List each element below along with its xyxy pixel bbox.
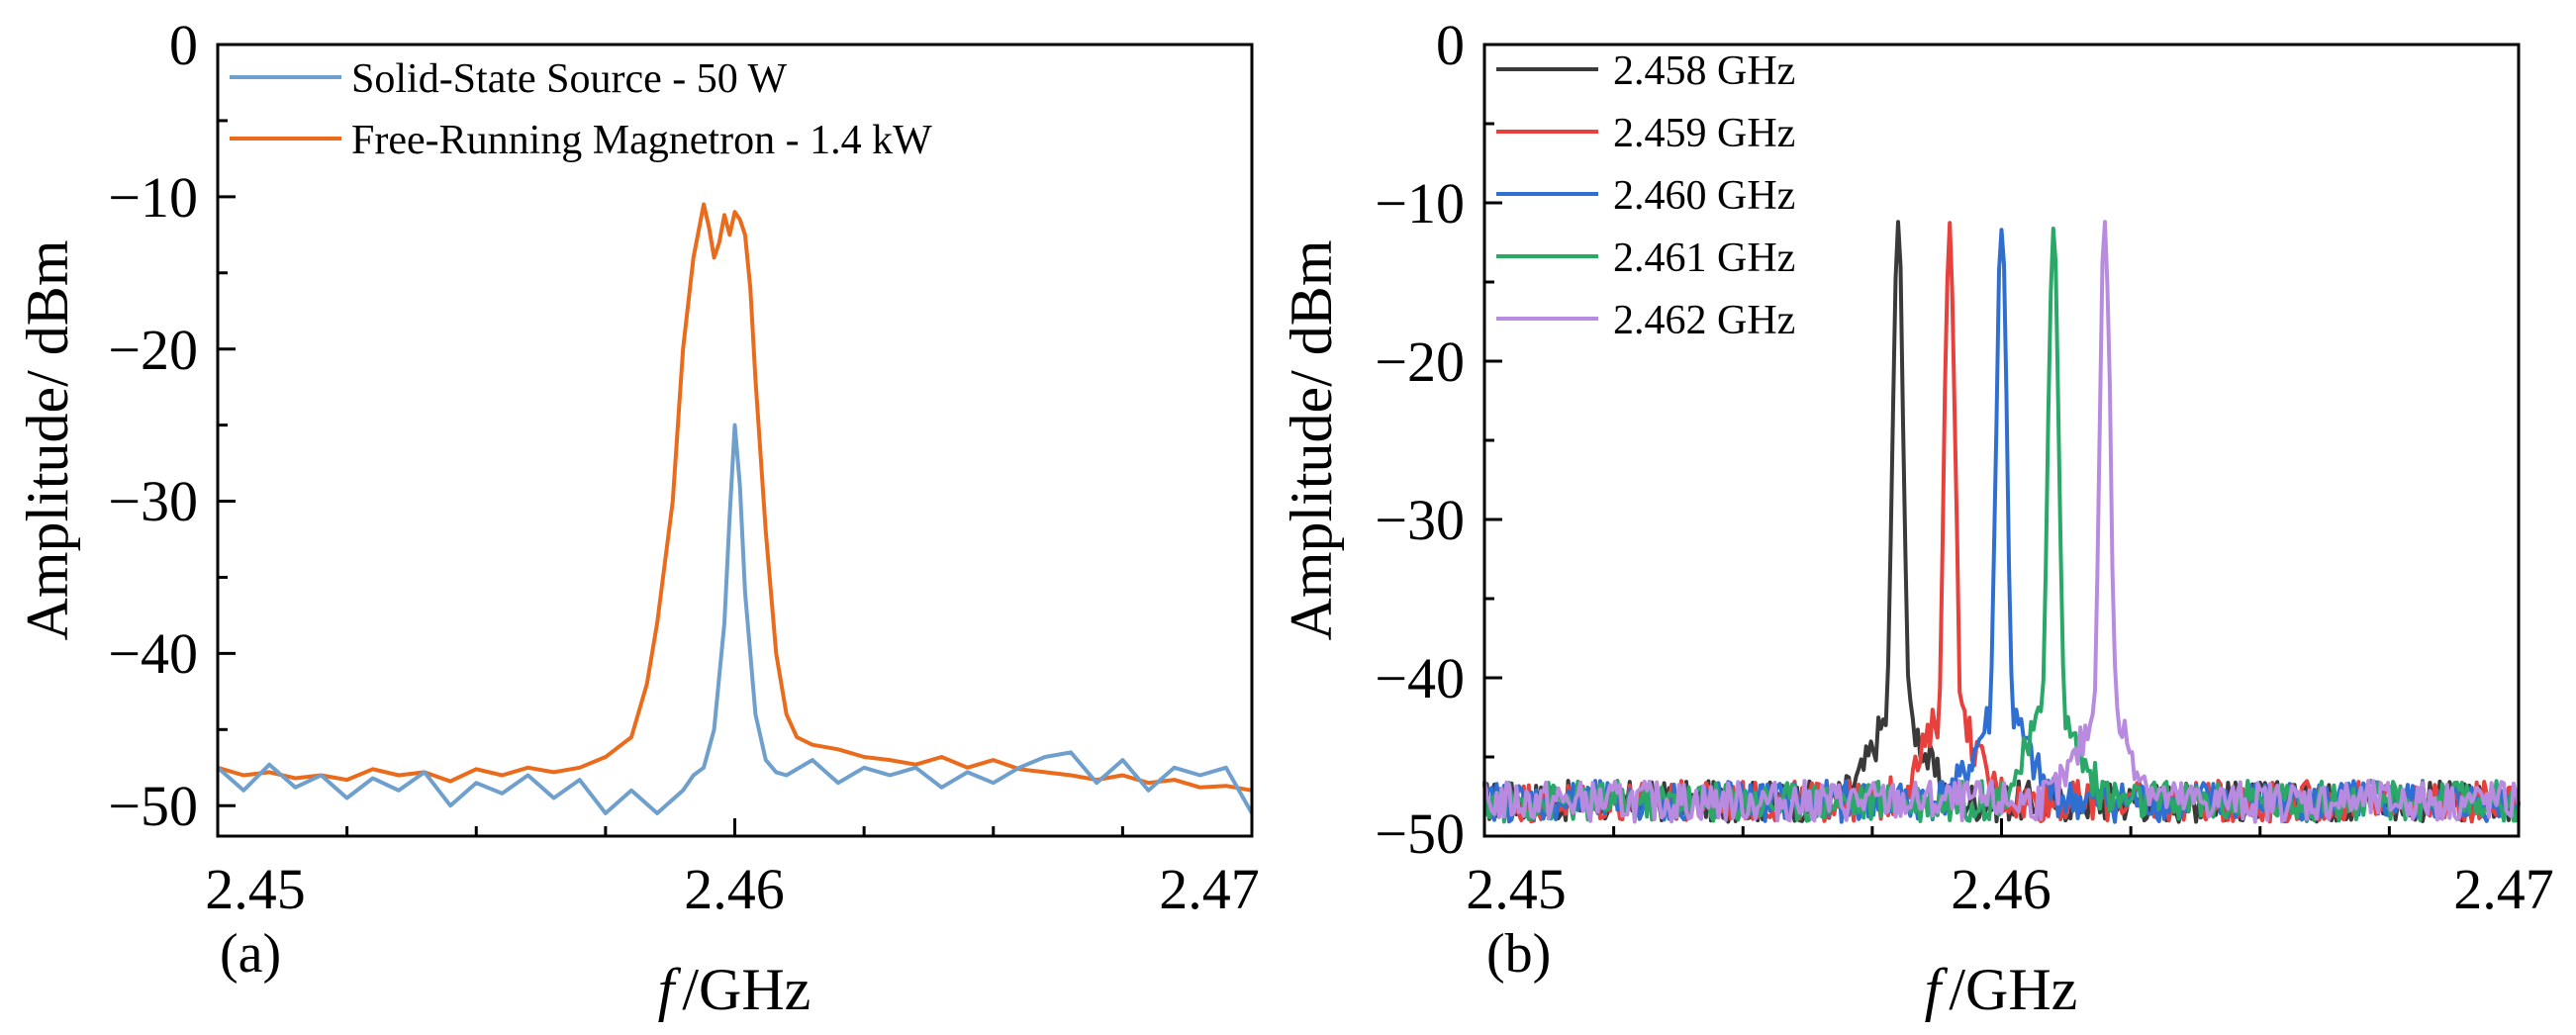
- panel-b-xtick-0: 2.45: [1466, 857, 1567, 921]
- panel-b-x-tick-labels: 2.45 2.46 2.47: [1466, 857, 2554, 921]
- panel-b-xtick-2: 2.47: [2453, 857, 2554, 921]
- panel-a-x-axis-unit: /GHz: [682, 957, 811, 1022]
- panel-a-xtick-1: 2.46: [684, 857, 785, 921]
- panel-a-label: (a): [220, 923, 281, 985]
- panel-b-series-line-4: [1482, 220, 2521, 824]
- panel-a-xtick-0: 2.45: [205, 857, 306, 921]
- panel-b: 0 −10 −20 −30 −40 −50 2.45 2.46 2.47 Amp…: [1279, 13, 2554, 1022]
- panel-b-legend-label-4: 2.462 GHz: [1613, 298, 1795, 343]
- panel-a-x-axis-symbol: f: [658, 957, 682, 1022]
- panel-b-legend-label-0: 2.458 GHz: [1613, 48, 1795, 94]
- panel-b-ytick-0: 0: [1436, 13, 1465, 77]
- panel-a-ytick-2: −20: [108, 318, 198, 382]
- panel-b-ytick-1: −10: [1375, 171, 1465, 235]
- panel-a-x-tick-labels: 2.45 2.46 2.47: [205, 857, 1260, 921]
- panel-b-ticks: [1482, 43, 2521, 838]
- panel-b-ytick-4: −40: [1375, 646, 1465, 710]
- panel-b-y-axis-title: Amplitude/ dBm: [1279, 240, 1344, 641]
- panel-a-legend: Solid-State Source - 50 W Free-Running M…: [230, 56, 932, 163]
- panel-a-ytick-0: 0: [169, 13, 198, 77]
- panel-a-y-tick-labels: 0 −10 −20 −30 −40 −50: [108, 13, 198, 838]
- panel-a-xtick-2: 2.47: [1159, 857, 1260, 921]
- panel-b-legend: 2.458 GHz 2.459 GHz 2.460 GHz 2.461 GHz …: [1496, 48, 1795, 343]
- panel-b-legend-label-2: 2.460 GHz: [1613, 173, 1795, 219]
- panel-a-x-axis-title: f/GHz: [658, 957, 811, 1022]
- panel-a-series-line-1: [217, 202, 1253, 793]
- panel-a-ticks: [216, 43, 1254, 836]
- panel-a-ytick-5: −50: [108, 774, 198, 838]
- panel-a-legend-label-1: Free-Running Magnetron - 1.4 kW: [351, 118, 932, 163]
- panel-a-ytick-3: −30: [108, 469, 198, 533]
- panel-b-x-axis-title: f/GHz: [1925, 957, 2078, 1022]
- panel-b-legend-label-3: 2.461 GHz: [1613, 235, 1795, 281]
- panel-b-xtick-1: 2.46: [1951, 857, 2051, 921]
- panel-a: 0 −10 −20 −30 −40 −50 2.45 2.46 2.47 Amp…: [15, 13, 1260, 1022]
- panel-b-plot-frame: [1482, 43, 2521, 838]
- panel-b-x-axis-unit: /GHz: [1949, 957, 2077, 1022]
- panel-b-ytick-3: −30: [1375, 488, 1465, 552]
- panel-a-series: [216, 202, 1254, 815]
- panel-b-series: [1482, 220, 2521, 824]
- panel-a-ytick-1: −10: [108, 165, 198, 230]
- panel-b-legend-label-1: 2.459 GHz: [1613, 111, 1795, 156]
- panel-a-series-line-0: [216, 423, 1254, 815]
- panel-a-legend-label-0: Solid-State Source - 50 W: [351, 56, 788, 102]
- panel-b-ytick-5: −50: [1375, 801, 1465, 866]
- panel-b-label: (b): [1486, 923, 1551, 985]
- panel-b-x-axis-symbol: f: [1925, 957, 1949, 1022]
- panel-b-y-tick-labels: 0 −10 −20 −30 −40 −50: [1375, 13, 1465, 866]
- panel-b-ytick-2: −20: [1375, 329, 1465, 394]
- panel-a-y-axis-title: Amplitude/ dBm: [15, 240, 80, 641]
- panel-a-ytick-4: −40: [108, 621, 198, 686]
